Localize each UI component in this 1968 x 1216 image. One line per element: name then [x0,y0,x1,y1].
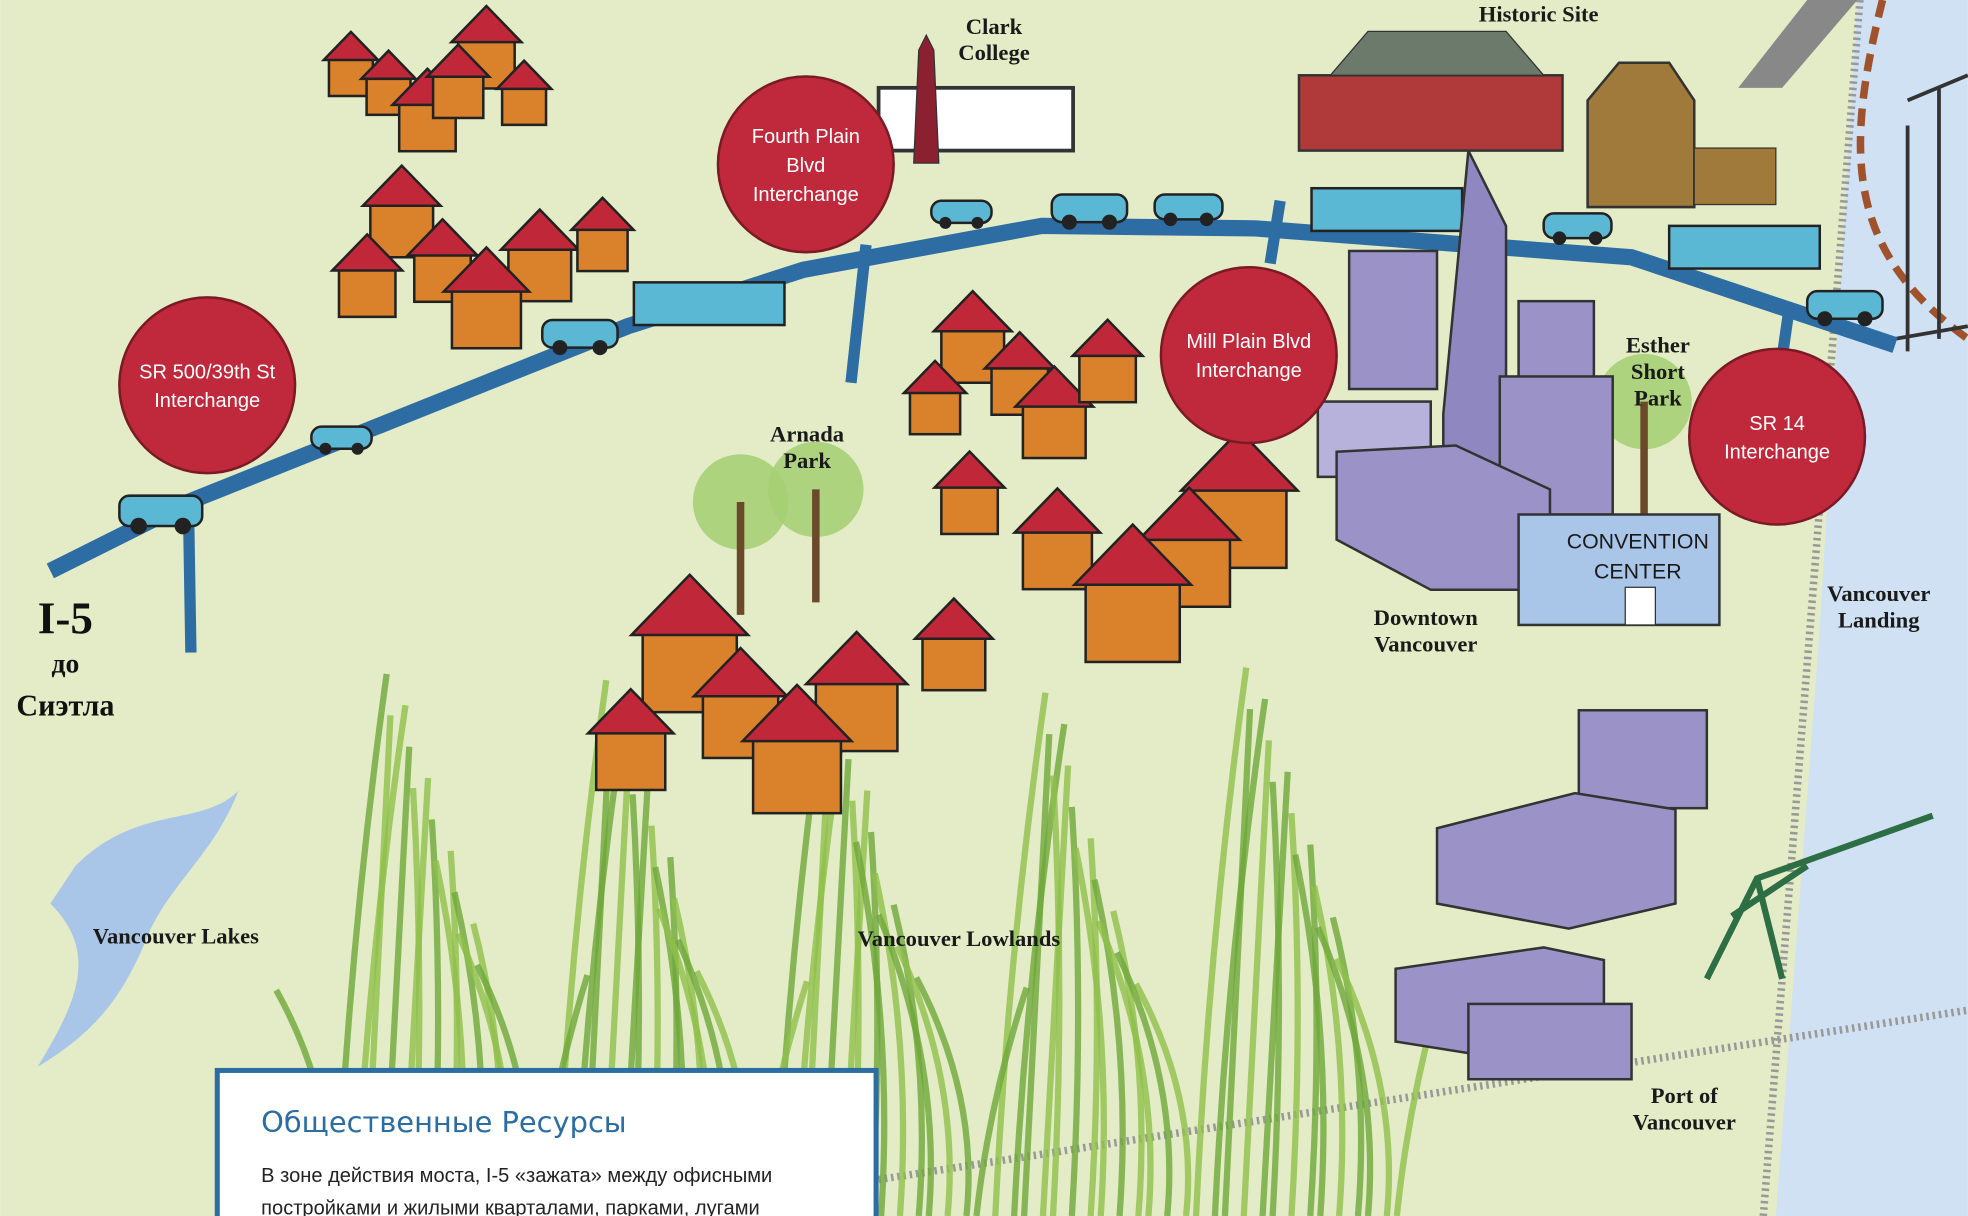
place-label: Arnada [770,422,844,447]
place-label: Park [783,448,831,473]
wheel [1817,311,1832,326]
wheel [1553,231,1567,245]
building [1299,75,1563,150]
wheel [1589,231,1603,245]
house-wall [1086,577,1180,662]
wheel [352,443,364,455]
house-wall [596,728,665,790]
place-label: College [958,40,1029,65]
house-wall [923,634,986,690]
interchange-label: Interchange [1724,442,1830,464]
house-wall [941,483,997,534]
wheel [939,217,951,229]
interchange-label: Interchange [154,390,260,412]
place-label: Vancouver [1827,581,1930,606]
info-box-frame [217,1070,876,1216]
place-label: Esther [1626,333,1690,358]
map: Historic SiteClarkCollegeArnadaParkEsthe… [0,0,1968,1216]
place-label: Downtown [1374,605,1479,630]
info-text: постройками и жилыми кварталами, парками… [261,1198,760,1216]
place-label: Vancouver Lakes [93,924,259,949]
highway-label: Сиэтла [16,688,114,722]
wheel [592,340,607,355]
college [879,88,1074,151]
interchange-label: Interchange [1196,360,1302,382]
house-wall [910,389,960,434]
fort [1588,63,1695,207]
wheel [1200,213,1214,227]
house-wall [1023,402,1086,458]
place-label: Clark [966,14,1023,39]
interchange-label: Interchange [753,184,859,206]
interchange-label: Fourth Plain [752,126,860,148]
wheel [175,518,192,535]
wheel [971,217,983,229]
wheel [1102,215,1117,230]
interchange-label: SR 500/39th St [139,361,275,383]
wheel [130,518,147,535]
place-label: Landing [1838,607,1920,632]
info-title: Общественные Ресурсы [261,1105,626,1139]
wheel [1164,213,1178,227]
place-label: Historic Site [1479,1,1599,26]
truck [1669,226,1820,269]
truck [634,282,785,325]
fence [1694,148,1776,204]
wheel [1062,215,1077,230]
interchange-label: Blvd [786,155,825,177]
place-label: Vancouver [1374,631,1477,656]
place-label: Park [1634,385,1682,410]
wheel [319,443,331,455]
house-wall [577,226,627,271]
interchange-marker [1161,267,1337,443]
house-wall [502,85,546,125]
house-wall [753,734,841,813]
truck [1312,188,1463,231]
interchange-label: Mill Plain Blvd [1186,331,1311,353]
wheel [552,340,567,355]
convention-center-label: CONVENTION [1567,529,1709,553]
door [1625,587,1655,625]
interchange-label: SR 14 [1749,413,1805,435]
house-wall [433,73,483,118]
highway-label: I-5 [38,594,93,644]
building [1468,1004,1631,1079]
place-label: Vancouver [1633,1109,1736,1134]
interchange-marker [1689,349,1865,525]
building [1579,710,1707,808]
info-text: В зоне действия моста, I-5 «зажата» межд… [261,1165,772,1187]
info-box: Общественные Ресурсы В зоне действия мос… [217,1070,876,1216]
building [1349,251,1437,389]
highway-label: до [52,648,80,679]
place-label: Port of [1651,1083,1719,1108]
place-label: Vancouver Lowlands [858,926,1061,951]
interchange-marker [119,297,295,473]
house-wall [339,266,395,317]
wheel [1857,311,1872,326]
house-wall [1079,351,1135,402]
convention-center-label: CENTER [1594,560,1682,584]
roof [1330,31,1543,75]
page: {"places": [ {"lines": ["Historic Site"]… [0,0,1968,1216]
place-label: Short [1631,359,1685,384]
house-wall [452,286,521,348]
